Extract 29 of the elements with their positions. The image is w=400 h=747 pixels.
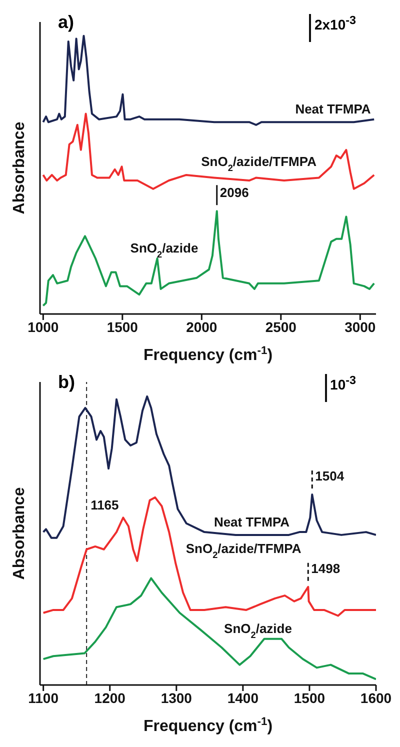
x-tick-label: 1500 xyxy=(294,690,326,706)
x-tick-label: 3000 xyxy=(344,318,376,335)
series-label: Neat TFMPA xyxy=(214,514,290,530)
annotation: 1504 xyxy=(315,468,345,484)
x-tick-label: 1500 xyxy=(106,318,138,335)
x-tick-label: 2000 xyxy=(186,318,218,335)
x-tick-label: 1200 xyxy=(94,690,126,706)
x-tick-label: 1300 xyxy=(160,690,192,706)
x-axis-title: Frequency (cm$^{-1}$) xyxy=(143,716,273,735)
x-tick-label: 1100 xyxy=(28,690,59,706)
chart-title: a) xyxy=(58,12,74,33)
series-label: SnO$_{2}$/azide/TFMPA xyxy=(186,540,302,560)
text: 10$^{-3}$ xyxy=(330,374,356,393)
x-tick-label: 1000 xyxy=(28,318,59,335)
annotation: 2096 xyxy=(220,185,249,200)
x-tick-label: 1400 xyxy=(227,690,259,706)
x-axis-title: Frequency (cm$^{-1}$) xyxy=(143,345,273,364)
text: 2x10$^{-3}$ xyxy=(314,14,356,33)
series-label: SnO$_{2}$/azide xyxy=(130,240,198,260)
x-tick-label: 2500 xyxy=(265,318,297,335)
series-label: SnO$_{2}$/azide/TFMPA xyxy=(201,154,318,174)
series-label: SnO$_{2}$/azide xyxy=(224,620,292,640)
series-label: Neat TFMPA xyxy=(295,101,372,116)
annotation: 1498 xyxy=(311,560,340,576)
y-axis-title: Absorbance xyxy=(11,122,28,214)
ref-line-label: 1165 xyxy=(90,497,119,512)
chart-title: b) xyxy=(58,372,75,393)
x-tick-label: 1600 xyxy=(360,690,392,706)
y-axis-title: Absorbance xyxy=(11,487,28,580)
